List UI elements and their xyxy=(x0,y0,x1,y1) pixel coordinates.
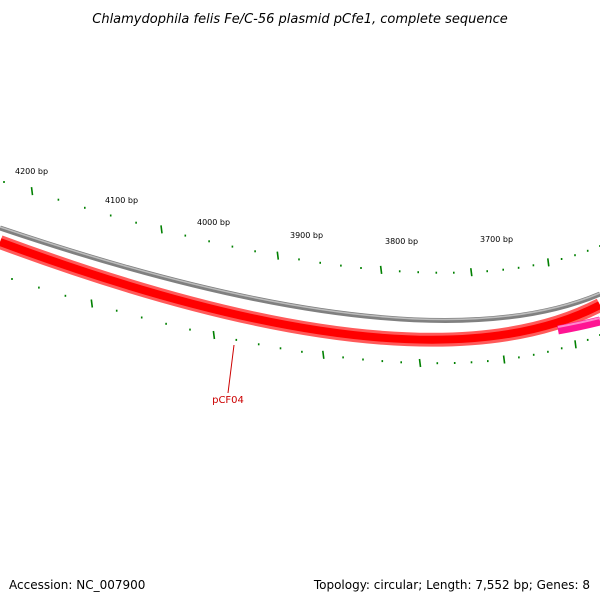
map-title: Chlamydophila felis Fe/C-56 plasmid pCfe… xyxy=(92,12,507,27)
outer-major-tick xyxy=(379,265,383,274)
inner-major-tick xyxy=(322,350,325,359)
inner-major-tick xyxy=(212,330,216,340)
tick-label-3900: 3900 bp xyxy=(290,231,323,240)
gene-label-pcf04[interactable]: pCF04 xyxy=(212,395,244,406)
inner-major-tick xyxy=(574,340,577,349)
accession-text: Accession: NC_007900 xyxy=(9,578,146,592)
gene-pcf04-arc-core xyxy=(0,238,600,344)
gene-secondary-arc[interactable] xyxy=(557,316,600,335)
outer-major-tick xyxy=(276,251,280,260)
inner-major-tick xyxy=(418,358,422,368)
tick-label-3800: 3800 bp xyxy=(385,237,418,246)
gene-secondary-arc-highlight xyxy=(557,317,600,328)
plasmid-backbone-highlight xyxy=(0,226,600,321)
tick-label-4200: 4200 bp xyxy=(15,167,48,176)
outer-tick-marks xyxy=(3,181,600,277)
outer-major-tick xyxy=(30,187,34,196)
plasmid-backbone xyxy=(0,225,600,323)
outer-major-tick xyxy=(547,258,550,267)
tick-label-3700: 3700 bp xyxy=(480,235,513,244)
inner-major-tick xyxy=(502,355,506,364)
tick-label-4100: 4100 bp xyxy=(105,196,138,205)
outer-major-tick xyxy=(160,225,163,234)
inner-major-tick xyxy=(90,299,94,308)
tick-label-4000: 4000 bp xyxy=(197,218,230,227)
inner-tick-marks xyxy=(11,278,600,368)
gene-label-leader xyxy=(227,344,235,394)
topology-text: Topology: circular; Length: 7,552 bp; Ge… xyxy=(313,578,590,592)
outer-major-tick xyxy=(470,268,473,277)
